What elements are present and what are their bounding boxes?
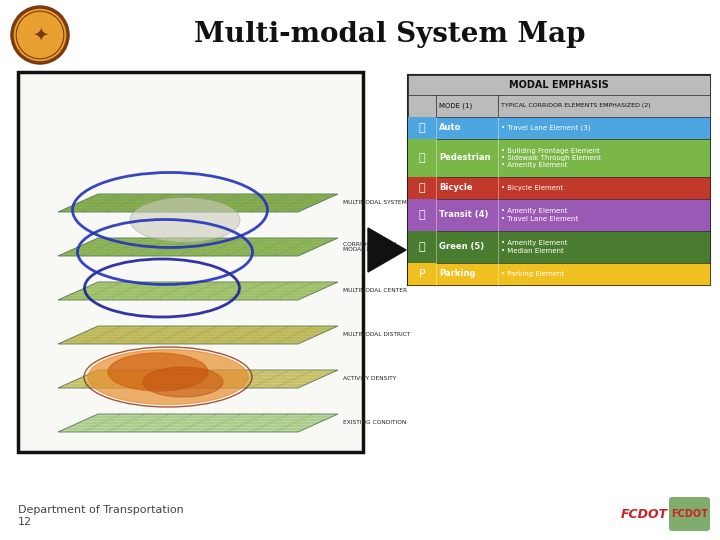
Text: FCDOT: FCDOT [621,509,668,522]
Text: 🚲: 🚲 [419,183,426,193]
FancyBboxPatch shape [408,231,436,263]
Text: 🚗: 🚗 [419,123,426,133]
Polygon shape [58,282,338,300]
FancyBboxPatch shape [408,177,436,199]
FancyBboxPatch shape [408,199,710,231]
Text: Pedestrian: Pedestrian [439,153,490,163]
Text: Auto: Auto [439,124,462,132]
FancyBboxPatch shape [408,117,710,139]
FancyBboxPatch shape [408,263,710,285]
FancyBboxPatch shape [408,263,436,285]
Text: 🚶: 🚶 [419,153,426,163]
Text: ✦: ✦ [32,25,48,44]
FancyBboxPatch shape [408,139,436,177]
Text: Transit (4): Transit (4) [439,211,488,219]
Text: Green (5): Green (5) [439,242,484,252]
Text: EXISTING CONDITION: EXISTING CONDITION [343,421,406,426]
Text: • Bicycle Element: • Bicycle Element [501,185,563,191]
FancyBboxPatch shape [408,75,710,285]
Ellipse shape [130,198,240,242]
Text: P: P [418,269,426,279]
FancyBboxPatch shape [408,199,436,231]
Text: MULTIMODAL DISTRICT: MULTIMODAL DISTRICT [343,333,410,338]
Polygon shape [58,194,338,212]
Text: 12: 12 [18,517,32,527]
Text: • Amenity Element
• Median Element: • Amenity Element • Median Element [501,240,567,254]
Text: MODE (1): MODE (1) [439,103,472,109]
Ellipse shape [108,353,208,391]
Text: Parking: Parking [439,269,475,279]
Text: FCDOT: FCDOT [672,509,708,519]
Ellipse shape [88,349,248,404]
Text: Multi-modal System Map: Multi-modal System Map [194,22,586,49]
Polygon shape [368,228,406,272]
Text: MULTIMODAL CENTER: MULTIMODAL CENTER [343,288,407,294]
FancyBboxPatch shape [408,75,710,95]
Text: 🌲: 🌲 [419,242,426,252]
Text: • Building Frontage Element
• Sidewalk Through Element
• Amenity Element: • Building Frontage Element • Sidewalk T… [501,147,601,168]
FancyBboxPatch shape [408,139,710,177]
Text: Department of Transportation: Department of Transportation [18,505,184,515]
FancyBboxPatch shape [669,497,710,531]
Text: Bicycle: Bicycle [439,184,472,192]
FancyBboxPatch shape [18,72,363,452]
Polygon shape [58,238,338,256]
Polygon shape [58,414,338,432]
FancyBboxPatch shape [408,95,710,117]
Text: • Travel Lane Element (3): • Travel Lane Element (3) [501,125,590,131]
FancyBboxPatch shape [408,231,710,263]
Text: TYPICAL CORRIDOR ELEMENTS EMPHASIZED (2): TYPICAL CORRIDOR ELEMENTS EMPHASIZED (2) [501,104,651,109]
Text: MODAL EMPHASIS: MODAL EMPHASIS [509,80,609,90]
Text: 🚌: 🚌 [419,210,426,220]
FancyBboxPatch shape [408,177,710,199]
Polygon shape [58,370,338,388]
Ellipse shape [143,367,223,397]
Text: • Parking Element: • Parking Element [501,271,564,277]
Text: CORRIDORS WITH
MODAL EMPHASIS: CORRIDORS WITH MODAL EMPHASIS [343,241,397,252]
Text: MULTIMODAL SYSTEMS PLAN: MULTIMODAL SYSTEMS PLAN [343,200,428,206]
FancyBboxPatch shape [408,117,436,139]
Polygon shape [58,326,338,344]
Text: • Amenity Element
• Travel Lane Element: • Amenity Element • Travel Lane Element [501,208,578,222]
Text: ACTIVITY DENSITY: ACTIVITY DENSITY [343,376,396,381]
Circle shape [12,7,68,63]
